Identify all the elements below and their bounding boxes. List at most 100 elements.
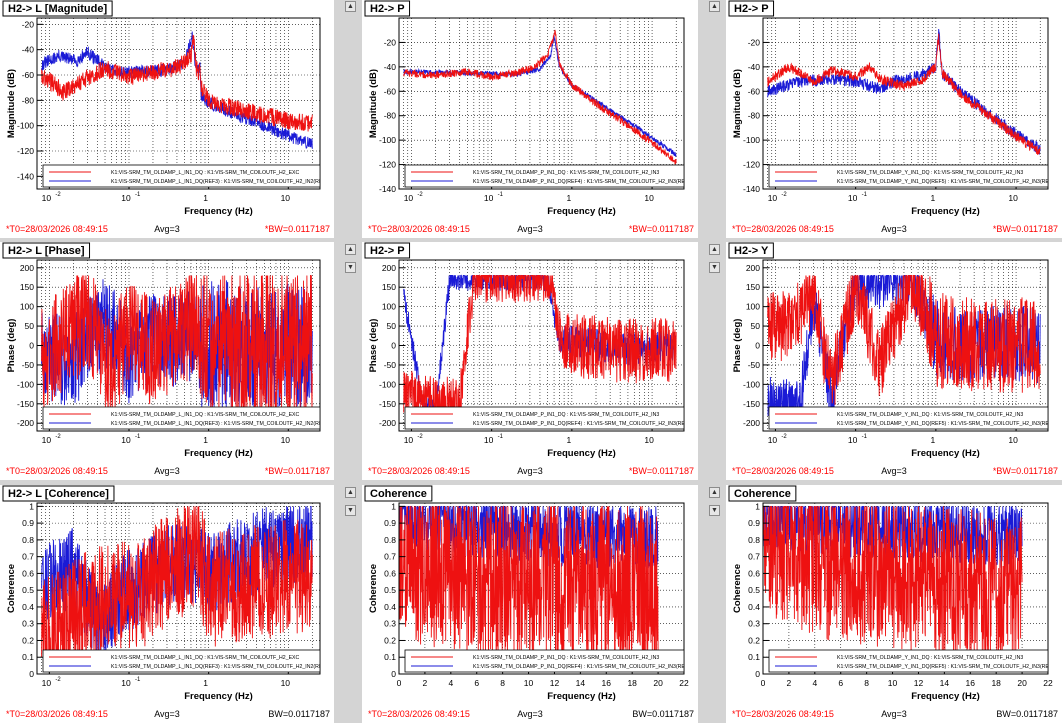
scroll-down-button[interactable]: ▼ (345, 262, 356, 273)
y-tick-label: 0 (755, 341, 760, 351)
legend-box (42, 164, 321, 188)
panel-coherence-l: H2-> L [Coherence] 1 0.9 0.8 0.7 0.6 0.5 0.4 0.3… (0, 485, 334, 723)
chart-title: H2-> L [Coherence] (8, 488, 109, 500)
x-tick-label: 20 (653, 678, 663, 688)
scroll-up-button[interactable]: ▲ (345, 487, 356, 498)
series-current-trace (403, 29, 677, 165)
t0-label: *T0=28/03/2026 08:49:15 (368, 709, 470, 719)
chart-svg: H2-> L [Coherence]10.90.80.70.60.50.40.3… (2, 485, 330, 719)
x-tick-label: 8 (500, 678, 505, 688)
bw-label: *BW=0.0117187 (993, 224, 1058, 234)
x-tick-label: 1 (203, 678, 208, 688)
y-tick-label: 0.5 (748, 585, 760, 595)
x-tick-label: 4 (448, 678, 453, 688)
y-tick-label: -100 (17, 379, 34, 389)
y-tick-label: 0.7 (22, 552, 34, 562)
y-tick-label: -20 (22, 19, 35, 29)
x-tick-exponent: -1 (862, 434, 868, 440)
scroll-up-button[interactable]: ▲ (709, 1, 720, 12)
x-tick-label: 10 (121, 435, 131, 445)
y-axis-label: Phase (deg) (732, 319, 743, 373)
y-tick-label: 200 (746, 263, 760, 273)
y-tick-label: 0 (391, 669, 396, 679)
series-current-trace (41, 34, 313, 132)
chart-svg: H2-> L [Phase] 200 150 100 50 0 -50 -100 -150 -20… (2, 242, 330, 476)
x-tick-label: 20 (1017, 678, 1027, 688)
y-tick-label: 0.3 (748, 619, 760, 629)
chart-svg: H2-> L [Magnitude] -20 -40 -60 -80 -100 -120 -1… (2, 0, 330, 234)
legend: K1:VIS-SRM_TM_OLDAMP_P_IN1_DQ : K1:VIS-S… (411, 170, 684, 185)
legend-entry: K1:VIS-SRM_TM_OLDAMP_P_IN1_DQ : K1:VIS-S… (473, 412, 659, 418)
y-tick-label: -50 (384, 360, 397, 370)
legend: K1:VIS-SRM_TM_OLDAMP_Y_IN1_DQ : K1:VIS-S… (775, 412, 1048, 427)
chart-title: H2-> L [Magnitude] (8, 3, 107, 15)
series-current-trace (767, 33, 1041, 156)
x-tick-label: 1 (566, 193, 571, 203)
t0-label: *T0=28/03/2026 08:49:15 (368, 466, 470, 476)
t0-label: *T0=28/03/2026 08:49:15 (732, 709, 834, 719)
scroll-down-button[interactable]: ▼ (709, 505, 720, 516)
x-tick-label: 14 (576, 678, 586, 688)
legend-entry: K1:VIS-SRM_TM_OLDAMP_P_IN1_DQ(REF4) : K1… (473, 664, 688, 670)
x-tick-exponent: -1 (862, 192, 868, 198)
chart-title: H2-> Y (734, 245, 769, 257)
y-tick-label: 0.1 (748, 652, 760, 662)
x-tick-label: 14 (940, 678, 950, 688)
avg-label: Avg=3 (154, 466, 180, 476)
y-tick-label: 0.9 (384, 518, 396, 528)
y-axis-label: Magnitude (dB) (6, 69, 17, 138)
x-tick-label: 10 (768, 435, 778, 445)
y-tick-label: 0.3 (384, 619, 396, 629)
x-tick-label: 10 (404, 193, 414, 203)
t0-label: *T0=28/03/2026 08:49:15 (732, 224, 834, 234)
legend-entry: K1:VIS-SRM_TM_OLDAMP_Y_IN1_DQ(REF5) : K1… (837, 664, 1052, 670)
title-box (728, 0, 775, 17)
legend-box (768, 406, 1049, 430)
y-tick-label: -80 (384, 111, 397, 121)
x-tick-label: 10 (888, 678, 898, 688)
scroll-up-button[interactable]: ▲ (345, 244, 356, 255)
x-tick-label: 22 (1043, 678, 1053, 688)
scroll-down-button[interactable]: ▼ (345, 505, 356, 516)
x-tick-label: 10 (281, 193, 291, 203)
y-tick-label: 0 (29, 341, 34, 351)
chart-title: H2-> P (370, 245, 405, 257)
title-box (364, 485, 433, 502)
y-tick-label: -40 (22, 45, 35, 55)
x-tick-label: 12 (914, 678, 924, 688)
y-tick-label: 50 (751, 321, 761, 331)
x-tick-exponent: -2 (781, 434, 787, 440)
panel-coherence-y: Coherence 1 0.9 0.8 0.7 0.6 0.5 0.4 0.3 0.2 0.1 0 0 2… (726, 485, 1062, 723)
y-tick-label: -150 (17, 399, 34, 409)
y-tick-label: 0 (755, 669, 760, 679)
scroll-up-button[interactable]: ▲ (709, 487, 720, 498)
legend: K1:VIS-SRM_TM_OLDAMP_Y_IN1_DQ : K1:VIS-S… (775, 170, 1048, 185)
x-tick-label: 10 (121, 193, 131, 203)
x-tick-label: 1 (203, 193, 208, 203)
avg-label: Avg=3 (517, 466, 543, 476)
scroll-up-button[interactable]: ▲ (345, 1, 356, 12)
t0-label: *T0=28/03/2026 08:49:15 (368, 224, 470, 234)
y-tick-label: 0.8 (384, 535, 396, 545)
y-tick-label: -80 (22, 95, 35, 105)
x-tick-label: 0 (761, 678, 766, 688)
y-tick-label: 0.5 (22, 585, 34, 595)
y-tick-label: 0.8 (748, 535, 760, 545)
bw-label: *BW=0.0117187 (629, 466, 694, 476)
x-tick-label: 8 (864, 678, 869, 688)
y-tick-label: 0 (391, 341, 396, 351)
scroll-up-button[interactable]: ▲ (709, 244, 720, 255)
x-tick-label: 0 (397, 678, 402, 688)
x-axis-label: Frequency (Hz) (547, 691, 616, 702)
y-tick-label: -150 (379, 399, 396, 409)
x-tick-label: 1 (930, 193, 935, 203)
y-tick-label: -80 (748, 111, 761, 121)
plot-frame (762, 502, 1049, 675)
chart-title: H2-> P (370, 3, 405, 15)
bw-label: BW=0.0117187 (632, 709, 694, 719)
x-tick-label: 10 (484, 193, 494, 203)
scroll-down-button[interactable]: ▼ (709, 262, 720, 273)
title-box (728, 485, 797, 502)
x-tick-label: 10 (1008, 193, 1018, 203)
